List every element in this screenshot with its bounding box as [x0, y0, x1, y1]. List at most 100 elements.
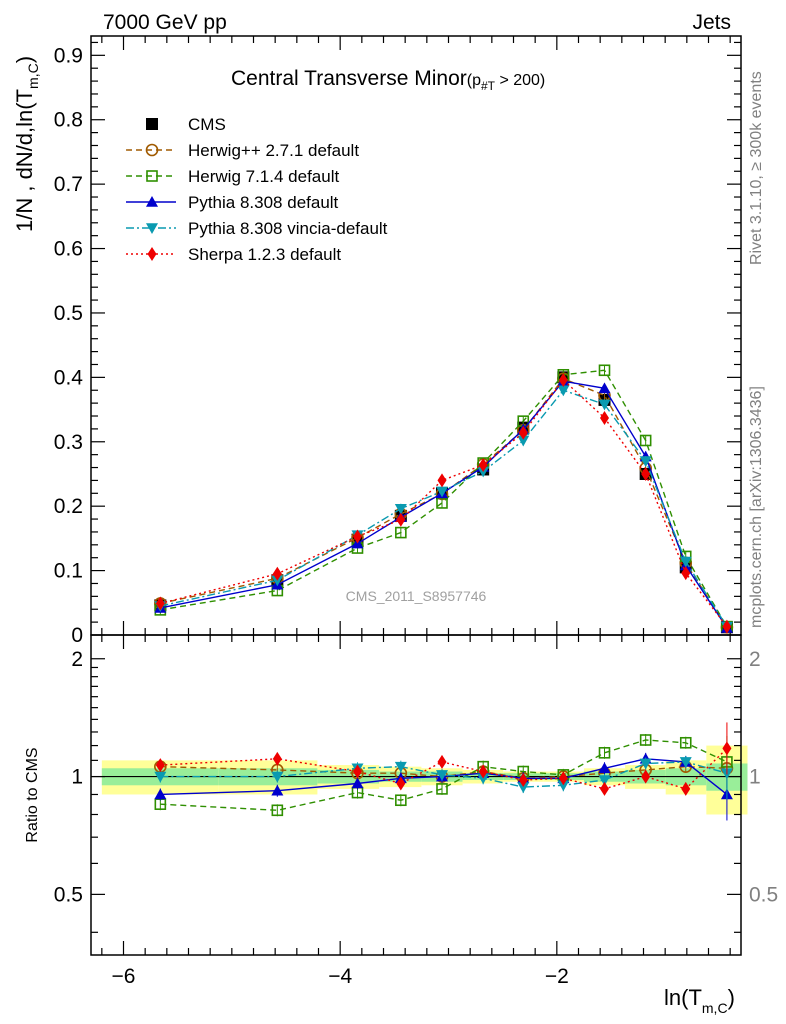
ratio-panel-frame	[90, 634, 742, 956]
ratio-series-line	[160, 739, 728, 811]
main-y-tick-label: 0.4	[54, 366, 84, 389]
main-y-tick-label: 0.6	[54, 238, 83, 261]
data-point	[600, 410, 609, 425]
ratio-data-point	[396, 776, 406, 791]
ratio-data-point	[600, 781, 609, 796]
chart-title-tail: > 200)	[495, 72, 545, 89]
main-x-ticks	[101, 36, 731, 635]
ratio-series-layer	[154, 722, 734, 821]
ratio-data-point	[477, 773, 490, 785]
data-point	[639, 456, 652, 468]
legend-entry-label: Pythia 8.308 default	[188, 193, 339, 212]
ratio-data-point	[598, 775, 611, 786]
legend-marker	[146, 118, 158, 130]
ratio-y-tick-label: 1	[71, 766, 83, 789]
x-label-tail: )	[728, 985, 735, 1010]
main-y-axis-label: 1/N , dN/d,ln(Tm,C)	[12, 56, 41, 232]
ratio-data-point	[681, 781, 691, 796]
data-point	[598, 399, 611, 411]
ratio-data-point	[155, 758, 165, 773]
main-y-tick-label: 0.3	[54, 431, 83, 454]
data-point	[477, 466, 490, 478]
legend-entry-label: Sherpa 1.2.3 default	[188, 245, 341, 264]
main-y-tick-label: 0.2	[54, 495, 83, 518]
data-point	[722, 619, 732, 634]
ratio-data-point	[598, 747, 611, 759]
main-y-label-text: 1/N , dN/d,ln(T	[12, 89, 37, 232]
x-axis-label: ln(Tm,C)	[664, 985, 735, 1016]
ratio-y-tick-label: 2	[71, 648, 83, 671]
ratio-data-point	[518, 772, 528, 787]
main-panel: 0 0.1 0.2 0.3 0.4 0.5 0.6 0.7 0.8 0.9 CMS_2011_S8…	[12, 35, 742, 647]
x-label-text: ln(T	[664, 985, 702, 1010]
main-y-label-tail: )	[12, 56, 37, 63]
ratio-y-axis: 0.5 1 2 0.5 1 2	[54, 648, 778, 933]
legend-entry-label: Pythia 8.308 vincia-default	[188, 219, 388, 238]
data-point	[679, 556, 692, 568]
ratio-y-axis-label: Ratio to CMS	[24, 747, 41, 842]
data-point	[478, 457, 488, 472]
chart-title-main: Central Transverse Minor	[231, 67, 467, 90]
mcplots-source-label: mcplots.cern.ch [arXiv:1306.3436]	[748, 386, 765, 628]
rivet-version-label: Rivet 3.1.10, ≥ 300k events	[748, 71, 765, 265]
data-point	[437, 473, 447, 488]
ratio-data-point	[639, 758, 652, 770]
ratio-uncertainty-bands	[91, 745, 748, 815]
ratio-data-point	[272, 751, 282, 766]
legend-marker	[146, 223, 158, 234]
chart-title-suffix: (p	[467, 72, 481, 89]
legend-entry-label: Herwig++ 2.7.1 default	[188, 141, 359, 160]
ratio-data-point	[394, 761, 407, 773]
ratio-data-point	[271, 804, 284, 817]
data-point	[598, 364, 611, 377]
ratio-data-point	[154, 771, 167, 783]
ratio-y-tick-label-right: 1	[749, 766, 761, 789]
legend-marker	[146, 170, 158, 182]
ratio-data-point	[598, 762, 611, 774]
series-line	[160, 377, 728, 628]
data-point	[155, 596, 165, 611]
main-y-label-sub: m,C	[25, 63, 41, 89]
data-point	[639, 434, 652, 447]
data-point	[395, 526, 407, 539]
ratio-series-sherpa-1-2-3-default	[155, 722, 732, 796]
chart-title: Central Transverse Minor(p#T > 200)	[231, 67, 545, 93]
ratio-y-tick-label-right: 0.5	[749, 883, 778, 906]
series-line	[160, 380, 728, 629]
legend-entry-label: CMS	[188, 115, 226, 134]
data-point	[518, 425, 528, 440]
main-y-tick-label: 0.1	[54, 560, 83, 583]
chart-title-subscript: #T	[481, 79, 496, 93]
ratio-data-point	[351, 777, 364, 789]
ratio-data-point	[437, 754, 447, 769]
data-point	[436, 486, 448, 498]
ratio-data-point	[641, 769, 651, 784]
series-line	[160, 369, 728, 627]
data-point	[394, 503, 407, 515]
data-point	[681, 566, 691, 581]
ratio-data-point	[722, 741, 732, 756]
ratio-y-tick-label: 0.5	[54, 883, 83, 906]
data-point	[557, 385, 570, 397]
ratio-data-point	[271, 771, 284, 783]
ratio-data-point	[679, 757, 692, 768]
ratio-series-line	[160, 765, 727, 779]
x-tick-label: −4	[328, 965, 352, 988]
ratio-data-point	[154, 788, 167, 800]
header-energy-label: 7000 GeV pp	[103, 11, 227, 34]
ratio-data-point	[436, 783, 448, 795]
ratio-series-line	[160, 761, 728, 788]
series-line	[160, 389, 728, 628]
ratio-series-line	[160, 758, 728, 796]
legend-marker	[146, 196, 158, 207]
data-point	[396, 512, 406, 527]
data-point	[558, 372, 568, 387]
legend-marker	[145, 143, 159, 157]
main-y-tick-label: 0.5	[54, 302, 83, 325]
ratio-panel: 0.5 1 2 0.5 1 2 −6 −4 −2 Ratio to CMS	[24, 634, 778, 988]
series-sherpa-1-2-3-default	[155, 372, 732, 634]
ratio-data-point	[558, 771, 568, 786]
data-point	[353, 529, 362, 544]
main-y-tick-label: 0.7	[54, 173, 83, 196]
